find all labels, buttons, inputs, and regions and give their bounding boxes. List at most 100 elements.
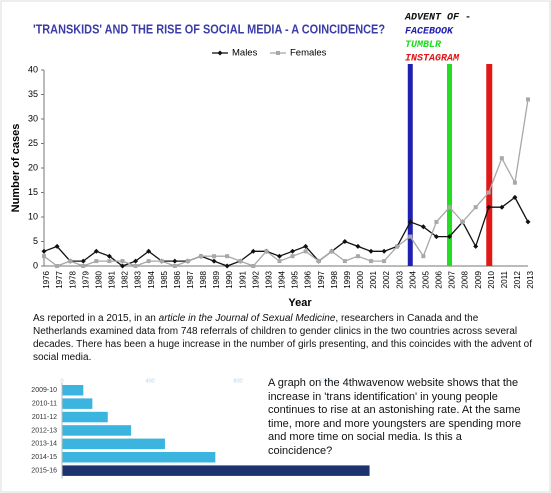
point	[512, 194, 518, 200]
annotation-line	[486, 64, 493, 266]
y-tick-label: 2010-11	[32, 400, 57, 407]
point	[499, 204, 505, 210]
article-part: article in the Journal of Sexual Medicin…	[158, 313, 336, 324]
annotation-label: TUMBLR	[405, 40, 442, 51]
point	[106, 253, 112, 259]
point	[499, 156, 504, 161]
y-tick-label: 20	[28, 162, 38, 172]
point	[316, 259, 321, 264]
point	[342, 239, 348, 244]
point	[277, 259, 282, 264]
legend-marker	[276, 51, 280, 55]
point	[303, 243, 309, 249]
x-tick-label: 1979	[81, 270, 90, 288]
point	[146, 248, 152, 254]
point	[395, 244, 400, 249]
point	[212, 254, 217, 259]
legend-label: Males	[232, 48, 258, 59]
point	[420, 224, 426, 230]
y-tick-label: 15	[28, 187, 38, 197]
point	[41, 248, 47, 254]
x-tick-label: 1985	[160, 270, 169, 288]
point	[172, 264, 177, 268]
point	[94, 259, 99, 264]
point	[408, 234, 413, 239]
point	[225, 254, 230, 259]
point	[447, 234, 453, 240]
x-tick-label: 1997	[317, 270, 326, 288]
point	[238, 259, 243, 264]
x-tick-label: 1988	[199, 270, 208, 288]
point	[525, 219, 531, 225]
x-tick-label: 1999	[343, 270, 352, 288]
point	[107, 259, 112, 264]
side-text: A graph on the 4thwavenow website shows …	[268, 377, 522, 457]
point	[473, 205, 478, 210]
x-tick-label: 1978	[68, 270, 77, 288]
point	[369, 259, 374, 264]
bar	[62, 411, 108, 423]
point	[382, 259, 387, 264]
y-tick-label: 0	[33, 260, 38, 270]
x-tick-label: 2005	[421, 270, 430, 288]
point	[251, 264, 256, 268]
point	[119, 263, 125, 269]
x-tick-label: 400	[145, 378, 154, 384]
point	[68, 259, 73, 264]
x-tick-label: 2013	[526, 270, 535, 288]
y-tick-label: 2014-15	[31, 454, 57, 461]
x-tick-label: 1984	[147, 270, 156, 288]
x-tick-label: 2011	[500, 270, 509, 288]
y-tick-label: 2013-14	[31, 441, 57, 448]
point	[276, 253, 282, 259]
x-tick-label: 2009	[474, 270, 483, 288]
x-tick-label: 1998	[330, 270, 339, 288]
y-tick-label: 2015-16	[31, 467, 57, 474]
x-tick-label: 2003	[395, 270, 404, 288]
point	[355, 243, 361, 249]
x-tick-label: 1977	[55, 270, 64, 288]
bar	[62, 452, 216, 463]
x-tick-label: 2002	[382, 270, 391, 288]
point	[185, 259, 190, 264]
series-line	[43, 196, 529, 267]
bar	[62, 425, 132, 436]
y-axis-label: Number of cases	[10, 124, 22, 213]
point	[159, 259, 164, 264]
x-tick-label: 1991	[238, 270, 247, 288]
point	[250, 248, 256, 254]
y-tick-label: 2012-13	[31, 427, 57, 434]
point	[368, 248, 374, 254]
chart-title: 'TRANSKIDS' AND THE RISE OF SOCIAL MEDIA…	[33, 22, 385, 36]
point	[526, 97, 530, 102]
annotation-line	[447, 64, 453, 266]
y-tick-label: 25	[28, 138, 38, 148]
series-line	[43, 99, 529, 267]
point	[486, 204, 492, 210]
point	[329, 249, 334, 254]
annotation-title: ADVENT OF -	[404, 13, 471, 24]
point	[133, 264, 138, 268]
point	[211, 258, 217, 264]
point	[473, 243, 479, 249]
x-tick-label: 1976	[42, 270, 51, 288]
point	[421, 254, 426, 259]
point	[42, 254, 46, 259]
point	[512, 180, 517, 185]
legend-label: Females	[290, 48, 327, 59]
x-tick-label: 1987	[186, 270, 195, 288]
point	[54, 243, 60, 249]
x-tick-label: 1993	[264, 270, 273, 288]
x-tick-label: 1983	[134, 270, 143, 288]
point	[447, 205, 452, 210]
x-tick-label: 1982	[121, 270, 130, 288]
x-tick-label: 1996	[304, 270, 313, 288]
x-tick-label: 2012	[513, 270, 522, 288]
legend-marker	[217, 50, 223, 56]
y-tick-label: 5	[33, 236, 38, 246]
point	[290, 254, 295, 259]
point	[81, 264, 86, 268]
point	[355, 254, 360, 259]
point	[120, 259, 125, 264]
